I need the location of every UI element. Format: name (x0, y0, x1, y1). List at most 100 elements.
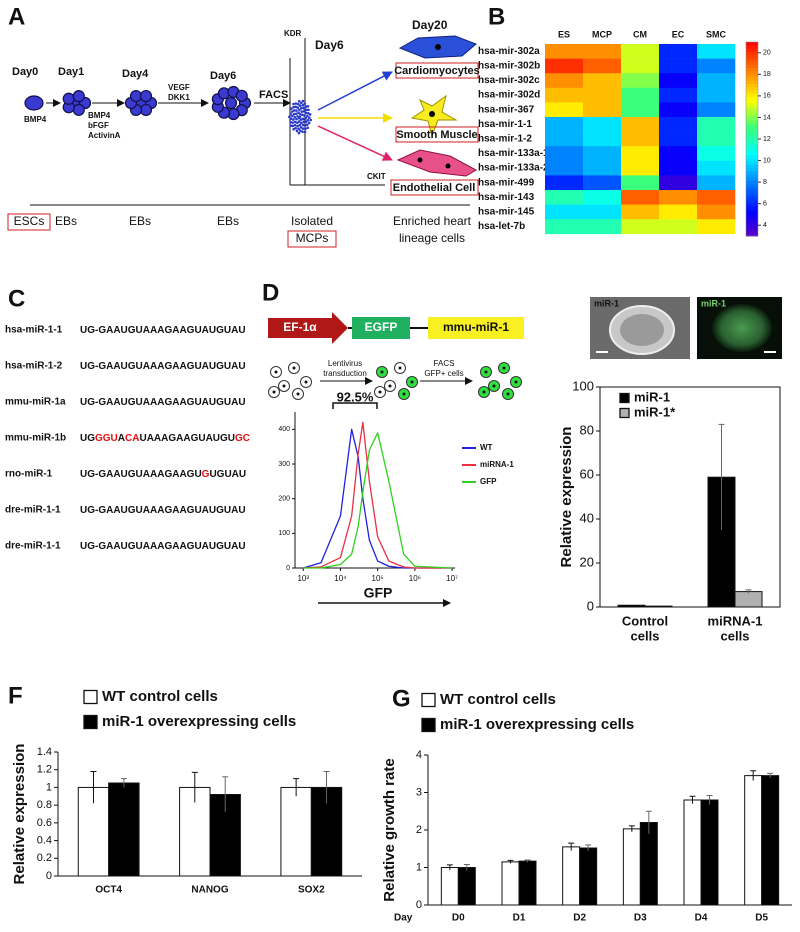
y-tick-label: 0.8 (37, 799, 52, 811)
heat-cell (621, 219, 660, 235)
heat-cell (545, 204, 584, 220)
label-box (395, 126, 479, 143)
heat-cell (621, 175, 660, 191)
colorbar-slice (746, 158, 758, 163)
bar (457, 867, 476, 906)
heat-cell (621, 58, 660, 74)
colorbar-slice (746, 135, 758, 140)
nucleus (296, 392, 300, 396)
heat-cell (659, 102, 698, 118)
heat-cell (621, 190, 660, 205)
heat-cell (659, 219, 698, 235)
legend-label: miR-1* (634, 404, 676, 419)
image-label: miR-1 (701, 298, 726, 308)
legend-swatch (421, 717, 436, 733)
row-label: hsa-mir-143 (478, 192, 535, 203)
nucleus (380, 370, 384, 374)
label-box (395, 62, 479, 79)
y-tick-label: 0.4 (37, 834, 52, 846)
heat-cell (659, 117, 698, 132)
heat-cell (583, 160, 622, 176)
legend-swatch (83, 714, 98, 730)
colorbar-slice (746, 151, 758, 156)
colorbar-slice (746, 51, 758, 56)
colorbar-slice (746, 64, 758, 69)
x-tick-label: D1 (513, 913, 526, 924)
colorbar-slice (746, 155, 758, 159)
facs-dot (301, 113, 304, 117)
nucleus (502, 366, 506, 370)
timeline-label: MCPs (296, 231, 329, 245)
x-tick-label: SOX2 (298, 885, 325, 896)
bar (700, 799, 719, 906)
colorbar-slice (746, 109, 758, 114)
bar (108, 782, 140, 877)
nucleus (282, 384, 286, 388)
colorbar-slice (746, 177, 758, 182)
plot-frame (599, 386, 781, 608)
bar (440, 867, 459, 906)
sequence-part: UG-GAAUGUAAAGAAGUAUGUAU (80, 361, 246, 372)
panel-label: A (8, 3, 25, 30)
facs-dot (294, 102, 298, 105)
facs-dot (294, 126, 297, 130)
label-box (287, 230, 337, 248)
row-label: hsa-mir-133a-2 (478, 163, 549, 174)
day-label: Day6 (210, 70, 236, 82)
colorbar-slice (746, 145, 758, 150)
colorbar-label: 4 (763, 222, 767, 229)
nucleus (272, 390, 276, 394)
heat-cell (583, 44, 622, 59)
heat-cell (621, 131, 660, 147)
x-tick-label: D3 (634, 913, 647, 924)
facs-dot (307, 116, 311, 120)
legend-swatch (83, 689, 98, 705)
sequence: UG-GAAUGUAAAGAAGUAUGUAU (80, 361, 246, 372)
sequence-part: UG-GAAUGUAAAGAAGUAUGUAU (80, 325, 246, 336)
colorbar-slice (746, 184, 758, 188)
heat-cell (697, 204, 736, 220)
colorbar-slice (746, 87, 758, 91)
day-label: Day4 (122, 68, 149, 80)
facs-dot (299, 126, 303, 129)
heat-cell (621, 44, 660, 59)
bar (562, 846, 581, 906)
day-label: Day20 (412, 18, 448, 32)
facs-dot (309, 118, 313, 122)
factor: DKK1 (168, 93, 190, 102)
facs-dot (289, 124, 292, 128)
heat-cell (621, 146, 660, 162)
colorbar-slice (746, 142, 758, 146)
mirna-name: dre-miR-1-1 (5, 505, 61, 516)
colorbar-slice (746, 106, 758, 111)
factor: bFGF (88, 121, 109, 130)
x-tick-label: OCT4 (95, 885, 122, 896)
colorbar-slice (746, 74, 758, 79)
facs-dot (304, 116, 307, 120)
y-tick-label: 2 (416, 824, 422, 836)
x-tick-label: D4 (695, 913, 708, 924)
colorbar-slice (746, 210, 758, 214)
row-label: hsa-mir-302b (478, 61, 540, 72)
row-label: hsa-mir-499 (478, 177, 535, 188)
x-tick-label: 10⁴ (334, 574, 347, 583)
facs-dot (292, 102, 295, 106)
heat-cell (545, 175, 584, 191)
heat-cell (621, 204, 660, 220)
construct-label: EF-1α (283, 320, 317, 334)
facs-dot (302, 110, 306, 113)
colorbar-slice (746, 203, 758, 208)
heat-cell (545, 44, 584, 59)
facs-dot (296, 115, 299, 118)
bar (501, 861, 520, 906)
row-label: hsa-mir-1-2 (478, 134, 532, 145)
x-tick-label: NANOG (191, 885, 228, 896)
bar (761, 775, 780, 906)
legend-swatch (619, 392, 630, 404)
facs-dot (304, 111, 308, 115)
facs-dot (298, 123, 302, 127)
sequence: UG-GAAUGUAAAGAAGUAUGUAU (80, 541, 246, 552)
sequence: UGGGUACAUAAAGAAGUAUGUGC (80, 433, 250, 444)
y-tick-label: 300 (278, 461, 290, 468)
column-label: EC (672, 29, 685, 39)
